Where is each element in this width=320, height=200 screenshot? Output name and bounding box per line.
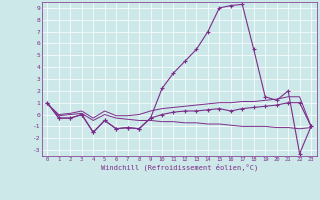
X-axis label: Windchill (Refroidissement éolien,°C): Windchill (Refroidissement éolien,°C) bbox=[100, 164, 258, 171]
